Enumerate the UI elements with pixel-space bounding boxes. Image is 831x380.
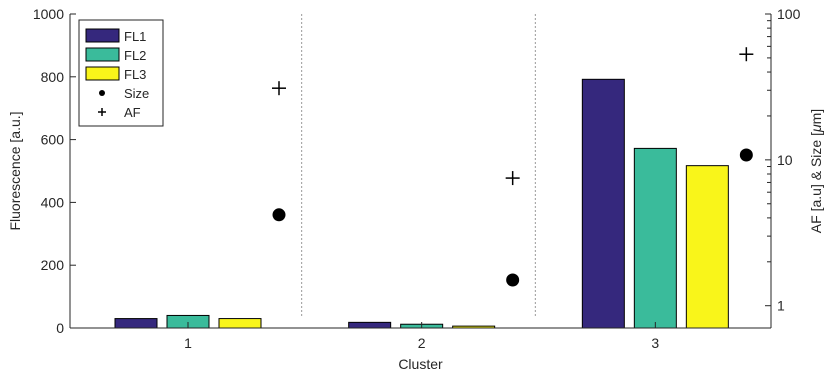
size-marker	[272, 208, 286, 222]
legend-label-fl1: FL1	[124, 29, 146, 44]
x-tick-label: 3	[651, 335, 659, 351]
x-axis-label: Cluster	[398, 356, 443, 372]
plot-area: 0 200 400 600 800 1000 1 10 100 1 2 3	[33, 6, 801, 351]
y-left-tick-label: 1000	[33, 6, 64, 22]
y-axis-left-label: Fluorescence [a.u.]	[7, 111, 23, 230]
legend-label-af: AF	[124, 105, 141, 120]
y-left-tick-label: 200	[41, 257, 65, 273]
legend-swatch-size	[99, 90, 105, 96]
legend-label-fl3: FL3	[124, 67, 146, 82]
y-left-tick-label: 0	[56, 320, 64, 336]
af-marker	[505, 171, 520, 186]
legend-label-size: Size	[124, 86, 149, 101]
y-left-tick-label: 600	[41, 132, 65, 148]
bar-fl3	[685, 165, 729, 329]
y-left-tick-label: 800	[41, 69, 65, 85]
legend: FL1 FL2 FL3 Size AF	[78, 19, 164, 127]
size-marker	[739, 148, 753, 162]
y-axis-right-label-mu: μ	[808, 124, 824, 133]
bar-fl2	[633, 147, 677, 329]
y-axis-right-label-prefix: AF [a.u] & Size [	[808, 132, 824, 233]
bar-fl3	[218, 318, 262, 329]
legend-swatch-af	[98, 108, 106, 116]
bar-fl1	[348, 321, 392, 329]
x-tick-label: 2	[418, 335, 426, 351]
bar-fl1	[114, 318, 158, 329]
bar-fl1	[581, 78, 625, 329]
af-marker	[272, 81, 286, 96]
y-right-tick-label: 1	[777, 298, 785, 314]
legend-swatch-fl2	[85, 47, 120, 62]
y-left-tick-label: 400	[41, 194, 65, 210]
y-axis-right-label: AF [a.u] & Size [μm]	[808, 109, 824, 233]
af-marker	[739, 47, 754, 62]
legend-label-fl2: FL2	[124, 48, 146, 63]
legend-swatch-fl1	[85, 28, 120, 43]
size-marker	[506, 273, 520, 287]
y-right-tick-label: 100	[777, 6, 801, 22]
legend-swatch-fl3	[85, 66, 120, 81]
y-axis-right-label-suffix: m]	[808, 109, 824, 125]
x-tick-label: 1	[184, 335, 192, 351]
y-right-tick-label: 10	[777, 152, 793, 168]
